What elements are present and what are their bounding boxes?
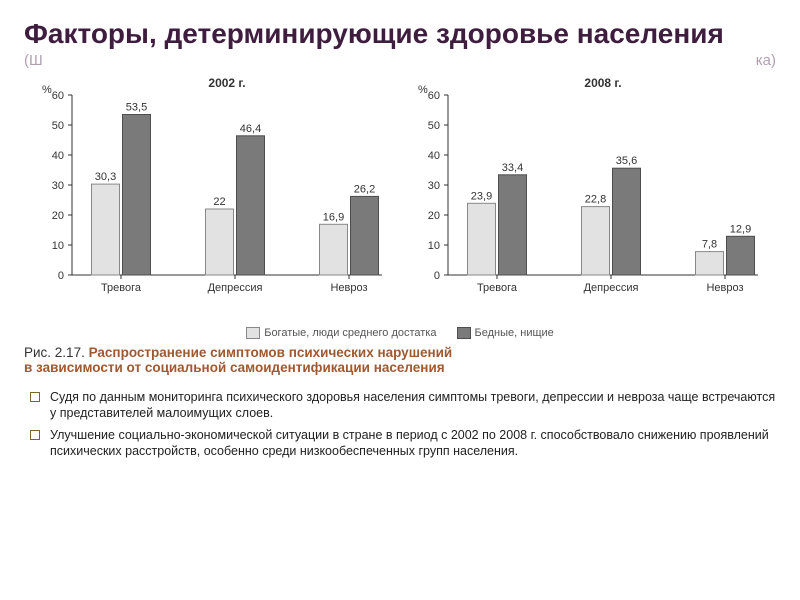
bar [613, 168, 641, 275]
y-tick-label: 10 [428, 240, 440, 252]
bullet-text: Улучшение социально-экономической ситуац… [50, 427, 776, 459]
bar-value-label: 30,3 [95, 171, 116, 183]
slide-title: Факторы, детерминирующие здоровье населе… [24, 18, 776, 50]
charts-row: 2002 г.% 0 10 20 30 40 50 60 30,3 53,5 Тревога 22 46… [24, 73, 776, 323]
y-tick-label: 40 [428, 150, 440, 162]
legend-swatch-0 [246, 327, 260, 339]
bar-value-label: 7,8 [702, 239, 717, 251]
y-tick-label: 50 [52, 120, 64, 132]
bar [727, 236, 755, 275]
y-axis-label: % [42, 84, 52, 96]
bullet-text: Судя по данным мониторинга психического … [50, 389, 776, 421]
legend-label-1: Бедные, нищие [475, 327, 554, 339]
caption-line: в зависимости от социальной самоидентифи… [24, 360, 445, 375]
figure-caption: Рис. 2.17. Распространение симптомов пси… [24, 345, 776, 375]
category-label: Тревога [477, 282, 518, 294]
chart-svg: 2002 г.% 0 10 20 30 40 50 60 30,3 53,5 Тревога 22 46… [24, 73, 400, 318]
chart-panel-2002: 2002 г.% 0 10 20 30 40 50 60 30,3 53,5 Тревога 22 46… [24, 73, 400, 323]
bar-value-label: 33,4 [502, 162, 523, 174]
y-tick-label: 60 [52, 90, 64, 102]
y-tick-label: 30 [428, 180, 440, 192]
bar [351, 197, 379, 276]
bar-value-label: 23,9 [471, 190, 492, 202]
bar-value-label: 22,8 [585, 194, 606, 206]
caption-lead: Рис. 2.17. [24, 345, 89, 360]
slide: Факторы, детерминирующие здоровье населе… [0, 0, 800, 600]
y-axis-label: % [418, 84, 428, 96]
y-tick-label: 10 [52, 240, 64, 252]
y-tick-label: 60 [428, 90, 440, 102]
legend-item-1: Бедные, нищие [457, 327, 554, 339]
bar [320, 224, 348, 275]
category-label: Невроз [330, 282, 367, 294]
bar [206, 209, 234, 275]
bar-value-label: 46,4 [240, 123, 261, 135]
chart-legend: Богатые, люди среднего достатка Бедные, … [24, 327, 776, 339]
legend-item-0: Богатые, люди среднего достатка [246, 327, 436, 339]
subtitle-right: ка) [756, 52, 776, 69]
chart-svg: 2008 г.% 0 10 20 30 40 50 60 23,9 33,4 Тревога 22,8… [400, 73, 776, 318]
bar-value-label: 22 [213, 196, 225, 208]
legend-swatch-1 [457, 327, 471, 339]
bar [696, 252, 724, 275]
bullet-marker [30, 392, 40, 402]
y-tick-label: 0 [58, 270, 64, 282]
chart-panel-2008: 2008 г.% 0 10 20 30 40 50 60 23,9 33,4 Тревога 22,8… [400, 73, 776, 323]
bar-value-label: 16,9 [323, 211, 344, 223]
bullet-item: Судя по данным мониторинга психического … [30, 389, 776, 421]
bar-value-label: 35,6 [616, 155, 637, 167]
caption-line: Распространение симптомов психических на… [89, 345, 453, 360]
panel-title: 2002 г. [208, 76, 245, 90]
bullet-marker [30, 430, 40, 440]
bullet-item: Улучшение социально-экономической ситуац… [30, 427, 776, 459]
y-tick-label: 40 [52, 150, 64, 162]
bar [582, 207, 610, 275]
panel-title: 2008 г. [584, 76, 621, 90]
category-label: Депрессия [208, 282, 263, 294]
y-tick-label: 0 [434, 270, 440, 282]
bar [237, 136, 265, 275]
y-tick-label: 50 [428, 120, 440, 132]
category-label: Депрессия [584, 282, 639, 294]
bar-value-label: 26,2 [354, 184, 375, 196]
caption-main: Распространение симптомов психических на… [24, 345, 452, 375]
subtitle-left: (Ш [24, 52, 43, 69]
bar-value-label: 12,9 [730, 223, 751, 235]
charts-area: 2002 г.% 0 10 20 30 40 50 60 30,3 53,5 Тревога 22 46… [24, 73, 776, 375]
category-label: Невроз [706, 282, 743, 294]
bullet-list: Судя по данным мониторинга психического … [24, 389, 776, 459]
y-tick-label: 20 [52, 210, 64, 222]
category-label: Тревога [101, 282, 142, 294]
bar [468, 203, 496, 275]
slide-subtitle: (Ш А.А., 2010 … В ка) [24, 52, 776, 69]
legend-label-0: Богатые, люди среднего достатка [264, 327, 436, 339]
bar-value-label: 53,5 [126, 102, 147, 114]
y-tick-label: 20 [428, 210, 440, 222]
y-tick-label: 30 [52, 180, 64, 192]
bar [123, 115, 151, 276]
bar [499, 175, 527, 275]
bar [92, 184, 120, 275]
